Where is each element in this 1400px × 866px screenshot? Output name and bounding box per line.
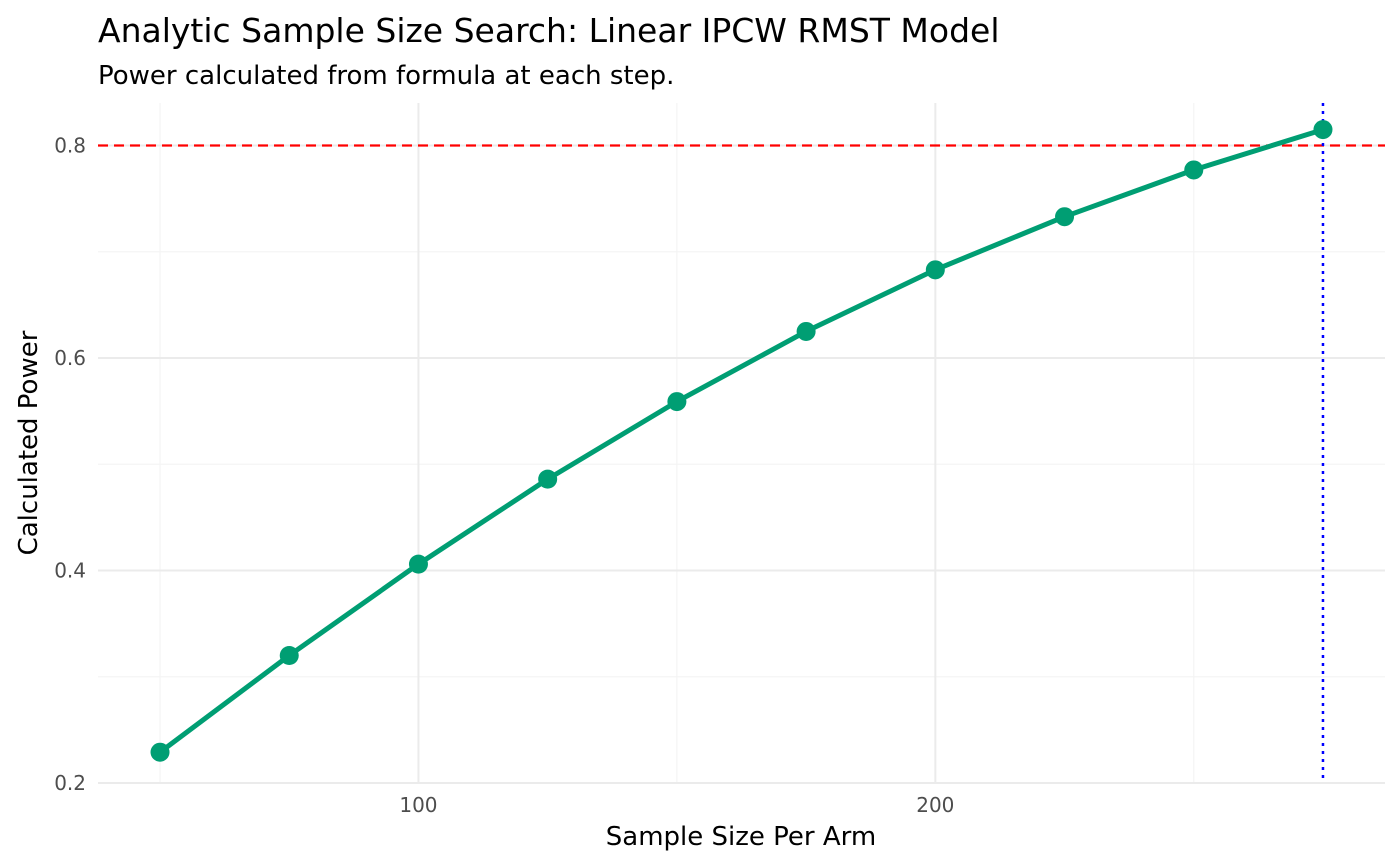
axis-layer: 0.2 0.4 0.6 0.8 100 200	[54, 134, 954, 818]
chart-title: Analytic Sample Size Search: Linear IPCW…	[98, 11, 1000, 50]
grid-layer	[98, 103, 1385, 784]
data-point	[1055, 207, 1075, 227]
y-tick-label: 0.2	[54, 771, 86, 795]
x-tick-label: 200	[916, 793, 954, 817]
data-point	[667, 392, 687, 412]
data-point	[279, 646, 299, 665]
reference-lines-layer	[98, 103, 1385, 783]
data-point	[1313, 120, 1333, 140]
data-point	[408, 554, 428, 574]
chart-subtitle: Power calculated from formula at each st…	[98, 61, 674, 91]
y-tick-label: 0.4	[54, 559, 86, 583]
data-point	[1184, 160, 1204, 180]
y-axis-title: Calculated Power	[14, 330, 44, 555]
data-point	[796, 321, 816, 341]
data-point	[925, 260, 945, 280]
data-point	[538, 469, 558, 489]
y-tick-label: 0.8	[54, 134, 86, 158]
y-tick-label: 0.6	[54, 346, 86, 370]
power-series-line	[157, 127, 1326, 755]
x-axis-title: Sample Size Per Arm	[606, 822, 876, 852]
series-layer	[150, 120, 1333, 762]
data-point	[150, 742, 170, 762]
x-tick-label: 100	[399, 793, 437, 817]
